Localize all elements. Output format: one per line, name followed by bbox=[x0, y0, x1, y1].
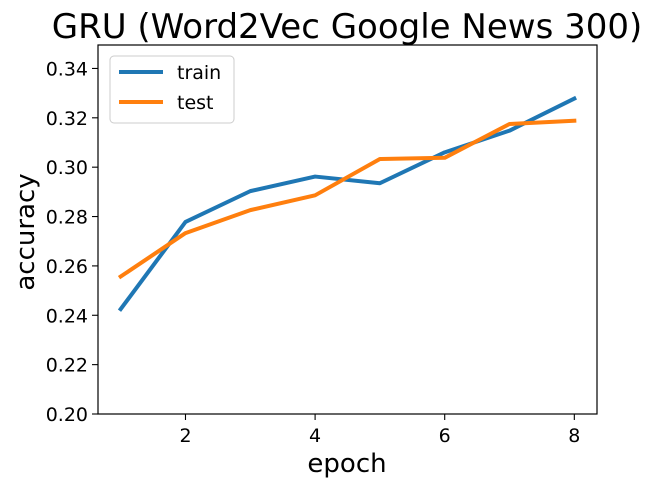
x-tick-label: 8 bbox=[568, 425, 580, 447]
plot-area-frame bbox=[97, 44, 598, 415]
y-tick-label: 0.32 bbox=[46, 108, 88, 130]
legend: train test bbox=[109, 55, 235, 124]
y-tick-label: 0.34 bbox=[46, 58, 88, 80]
y-tick-label: 0.22 bbox=[46, 355, 88, 377]
series-layer bbox=[117, 95, 577, 312]
x-axis-label: epoch bbox=[307, 449, 386, 479]
legend-label-test: test bbox=[177, 92, 214, 114]
x-axis-ticks: 2 4 6 8 bbox=[179, 414, 580, 447]
y-tick-label: 0.20 bbox=[46, 404, 88, 426]
series-line-test bbox=[117, 118, 577, 280]
x-tick-label: 2 bbox=[179, 425, 191, 447]
chart-title: GRU (Word2Vec Google News 300) bbox=[52, 7, 643, 47]
y-tick-label: 0.28 bbox=[46, 207, 88, 229]
x-tick-label: 6 bbox=[439, 425, 451, 447]
y-tick-label: 0.26 bbox=[46, 256, 88, 278]
y-tick-label: 0.30 bbox=[46, 157, 88, 179]
legend-label-train: train bbox=[177, 62, 221, 84]
series-line-train bbox=[117, 95, 577, 312]
y-axis-ticks: 0.20 0.22 0.24 0.26 0.28 0.30 0.32 0.34 bbox=[46, 58, 98, 426]
y-tick-label: 0.24 bbox=[46, 305, 88, 327]
y-axis-label: accuracy bbox=[11, 173, 41, 290]
x-tick-label: 4 bbox=[309, 425, 321, 447]
